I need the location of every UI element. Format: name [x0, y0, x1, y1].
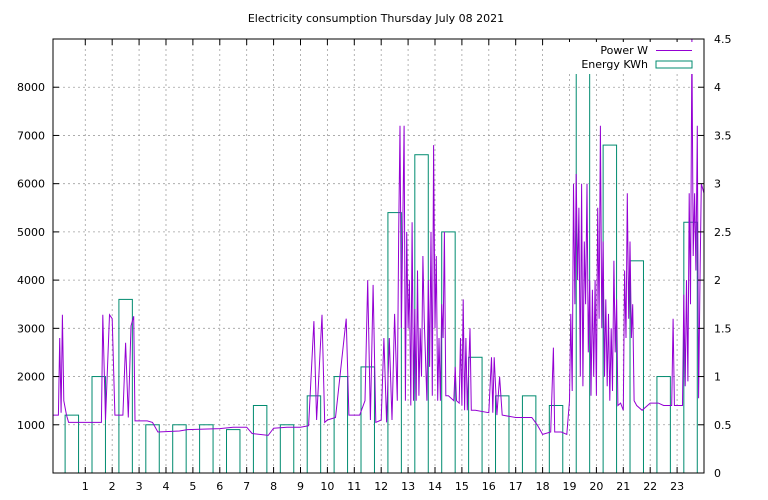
- grid: [53, 39, 704, 473]
- energy-bar-hour-3: [145, 424, 160, 474]
- y-right-tick-label: 2: [714, 274, 721, 287]
- energy-bar-hour-11: [360, 366, 375, 474]
- legend-label-energy: Energy KWh: [581, 58, 648, 71]
- power-line-path: [53, 38, 705, 436]
- energy-bar-hour-6: [226, 429, 241, 474]
- y-left-tick-label: 6000: [17, 178, 45, 191]
- energy-bar-hour-8: [279, 424, 295, 474]
- x-tick-label: 12: [374, 480, 388, 493]
- plot-frame: [52, 38, 705, 474]
- energy-bar-hour-4: [172, 424, 187, 474]
- x-tick-label: 8: [270, 480, 277, 493]
- axes: 1 2 3 4 5 6 7 8 9 10 11 12 13 14 15 16 17 18 19 20 21 22 23100…: [17, 33, 732, 493]
- x-tick-label: 4: [162, 480, 169, 493]
- x-tick-label: 15: [455, 480, 469, 493]
- energy-bar-hour-5: [199, 424, 214, 474]
- energy-bar-hour-10: [333, 376, 349, 474]
- y-left-tick-label: 2000: [17, 371, 45, 384]
- x-tick-label: 13: [401, 480, 415, 493]
- x-tick-label: 23: [670, 480, 684, 493]
- y-left-tick-label: 5000: [17, 226, 45, 239]
- x-tick-label: 11: [347, 480, 361, 493]
- y-left-tick-label: 3000: [17, 322, 45, 335]
- energy-bar-hour-21: [629, 260, 644, 474]
- legend-label-power: Power W: [600, 44, 648, 57]
- x-tick-label: 21: [616, 480, 630, 493]
- y-right-tick-label: 1.5: [714, 322, 732, 335]
- y-right-tick-label: 3.5: [714, 129, 732, 142]
- y-right-tick-label: 2.5: [714, 226, 732, 239]
- x-tick-label: 6: [216, 480, 223, 493]
- y-right-tick-label: 4.5: [714, 33, 732, 46]
- legend-swatch-energy: [655, 60, 693, 69]
- energy-bar-hour-0: [64, 414, 80, 474]
- x-tick-label: 17: [509, 480, 523, 493]
- energy-bar-hour-7: [252, 404, 268, 474]
- x-tick-label: 14: [428, 480, 442, 493]
- x-tick-label: 19: [562, 480, 576, 493]
- x-tick-label: 18: [536, 480, 550, 493]
- y-right-tick-label: 0.5: [714, 419, 732, 432]
- x-tick-label: 22: [643, 480, 657, 493]
- chart-title: Electricity consumption Thursday July 08…: [248, 12, 504, 25]
- power-line: [53, 38, 705, 436]
- x-tick-label: 5: [189, 480, 196, 493]
- y-left-tick-label: 1000: [17, 419, 45, 432]
- energy-bar-hour-17: [521, 395, 537, 474]
- x-tick-label: 16: [482, 480, 496, 493]
- x-tick-label: 1: [82, 480, 89, 493]
- y-right-tick-label: 4: [714, 81, 721, 94]
- y-right-tick-label: 3: [714, 178, 721, 191]
- x-tick-label: 9: [297, 480, 304, 493]
- x-tick-label: 3: [136, 480, 143, 493]
- y-right-tick-label: 0: [714, 467, 721, 480]
- x-tick-label: 2: [109, 480, 116, 493]
- legend: Power W Energy KWh: [555, 42, 697, 74]
- x-tick-label: 10: [320, 480, 334, 493]
- energy-bar-hour-2: [118, 298, 133, 474]
- x-tick-label: 20: [589, 480, 603, 493]
- y-left-tick-label: 7000: [17, 129, 45, 142]
- legend-background: [555, 42, 697, 74]
- x-tick-label: 7: [243, 480, 250, 493]
- y-left-tick-label: 4000: [17, 274, 45, 287]
- y-right-tick-label: 1: [714, 371, 721, 384]
- y-left-tick-label: 8000: [17, 81, 45, 94]
